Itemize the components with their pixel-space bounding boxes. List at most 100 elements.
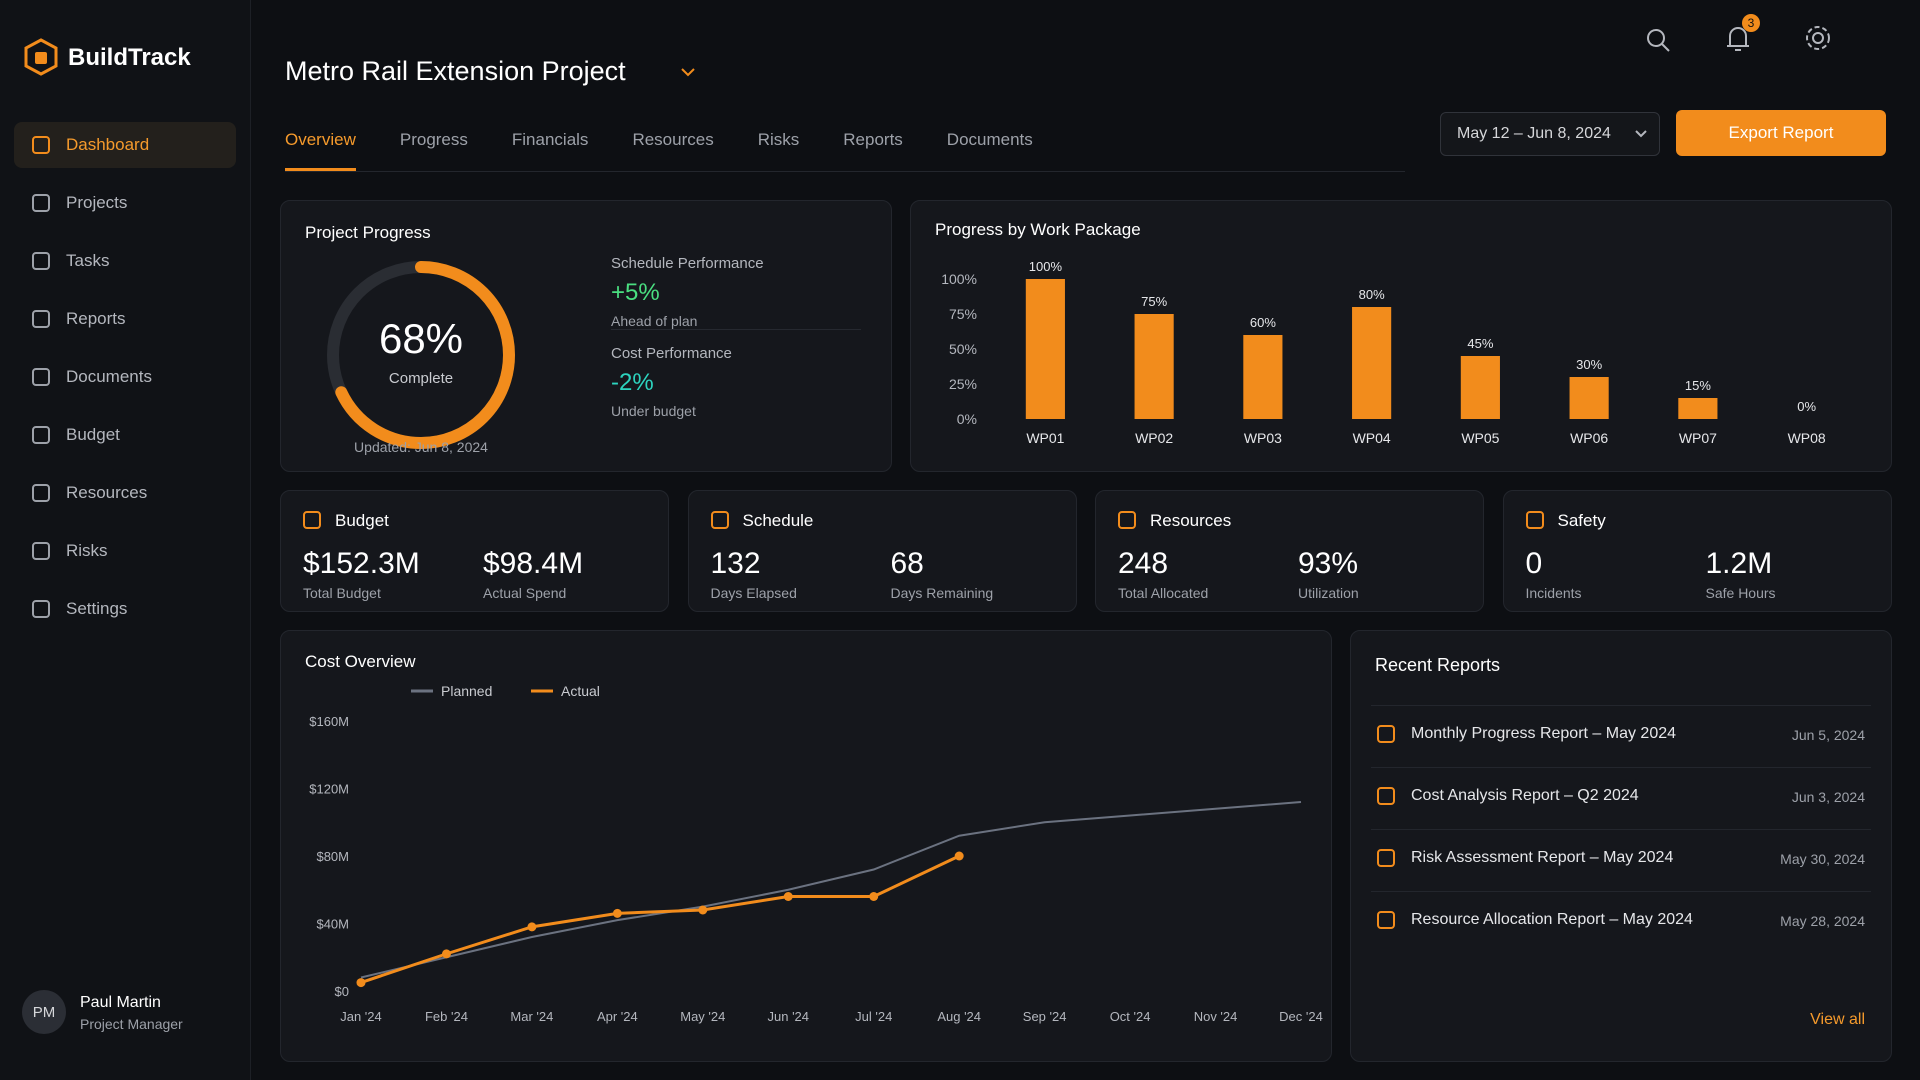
kpi-label: Actual Spend [483, 585, 567, 601]
project-title[interactable]: Metro Rail Extension Project [285, 56, 626, 86]
kpi-card: Schedule 132 Days Elapsed 68 Days Remaining [687, 490, 1077, 612]
project-progress-card: Project Progress 68% Complete Updated: Jun … [280, 200, 892, 472]
nav-item[interactable]: Settings [14, 586, 236, 632]
settings-icon[interactable] [1800, 20, 1836, 56]
report-row[interactable]: Resource Allocation Report – May 2024 May… [1371, 891, 1871, 950]
metric-value: -2% [611, 369, 654, 396]
nav-icon-shape [32, 252, 50, 270]
tab[interactable]: Financials [511, 130, 589, 149]
x-tick-label: WP06 [1570, 430, 1608, 446]
y-tick-label: $80M [316, 849, 349, 864]
kpi-icon [710, 511, 729, 529]
y-tick-label: $120M [309, 782, 349, 797]
kpi-card: Resources 248 Total Allocated 93% Utilizatio… [1095, 490, 1484, 612]
metric-label: Cost Performance [611, 345, 732, 362]
nav-item[interactable]: Risks [14, 528, 236, 574]
notification-icon[interactable] [1720, 20, 1756, 58]
card-title: Project Progress [305, 223, 431, 242]
report-icon [1377, 849, 1395, 867]
kpi-label: Safe Hours [1705, 585, 1776, 601]
nav-label: Resources [66, 483, 148, 502]
bar [1243, 335, 1283, 419]
nav-label: Projects [66, 193, 128, 212]
nav-icon [32, 252, 50, 270]
y-tick-label: $40M [316, 917, 349, 932]
report-name: Cost Analysis Report – Q2 2024 [1411, 787, 1639, 804]
report-icon-shape [1377, 725, 1395, 743]
kpi-title: Safety [1557, 511, 1606, 530]
kpi-icon [1118, 511, 1136, 529]
report-row[interactable]: Cost Analysis Report – Q2 2024 Jun 3, 202… [1371, 767, 1871, 826]
bar-value-label: 15% [1685, 378, 1711, 393]
nav-icon [32, 484, 50, 502]
kpi-label: Incidents [1525, 585, 1582, 601]
kpi-value: 0 [1525, 547, 1543, 580]
report-row[interactable]: Monthly Progress Report – May 2024 Jun 5,… [1371, 705, 1871, 764]
nav-icon-shape [32, 310, 50, 328]
tab[interactable]: Resources [632, 130, 714, 149]
project-caret [681, 68, 695, 77]
y-tick-label: 0% [957, 411, 977, 427]
kpi-label: Total Budget [303, 585, 381, 601]
tab[interactable]: Reports [843, 130, 903, 149]
nav-icon-shape [32, 426, 50, 444]
nav-icon-shape [32, 542, 50, 560]
y-tick-label: 25% [949, 376, 977, 392]
series-point [527, 922, 537, 932]
nav-item[interactable]: Resources [14, 470, 236, 516]
search-icon[interactable] [1640, 22, 1676, 58]
x-tick-label: May '24 [680, 1009, 725, 1024]
nav-label: Documents [66, 367, 152, 386]
tab[interactable]: Progress [399, 130, 468, 149]
bar [1569, 377, 1609, 419]
series-point [954, 851, 964, 861]
tab[interactable]: Overview [285, 116, 356, 171]
work-package-card: Progress by Work Package 0% 25% 50% 75% 100% 1… [910, 200, 1892, 472]
x-tick-label: WP07 [1679, 430, 1717, 446]
bar-value-label: 45% [1467, 336, 1493, 351]
nav-item[interactable]: Budget [14, 412, 236, 458]
date-range-picker[interactable]: May 12 – Jun 8, 2024 [1440, 112, 1660, 156]
x-tick-label: Jun '24 [768, 1009, 810, 1024]
tab[interactable]: Risks [757, 130, 800, 149]
tab-bar: Overview Progress Financials Resources Risks… [285, 116, 1405, 172]
nav-icon [32, 194, 50, 212]
kpi-icon-shape [1525, 511, 1544, 529]
nav-item[interactable]: Projects [14, 180, 236, 226]
nav-icon [32, 310, 50, 328]
nav-icon-shape [32, 484, 50, 502]
chart-title: Progress by Work Package [935, 220, 1141, 239]
kpi-icon-shape [1118, 511, 1136, 529]
x-tick-label: WP03 [1244, 430, 1282, 446]
recent-reports-card: Recent Reports Monthly Progress Report – … [1350, 630, 1892, 1062]
nav-icon [32, 542, 50, 560]
report-name: Resource Allocation Report – May 2024 [1411, 911, 1693, 928]
x-tick-label: Mar '24 [510, 1009, 553, 1024]
x-tick-label: WP05 [1461, 430, 1499, 446]
x-tick-label: Aug '24 [937, 1009, 981, 1024]
updated-text: Updated: Jun 8, 2024 [354, 439, 488, 455]
nav-item[interactable]: Reports [14, 296, 236, 342]
nav-item[interactable]: Tasks [14, 238, 236, 284]
metric-note: Under budget [611, 403, 696, 419]
legend-label: Planned [441, 683, 492, 699]
user-role: Project Manager [80, 1016, 183, 1032]
nav-icon-shape [32, 600, 50, 618]
bar-chart: Progress by Work Package 0% 25% 50% 75% 100% 1… [935, 220, 1826, 446]
user-avatar[interactable]: PM [22, 990, 66, 1034]
donut-value: 68% [379, 315, 463, 362]
nav-item[interactable]: Dashboard [14, 122, 236, 168]
report-name: Monthly Progress Report – May 2024 [1411, 725, 1677, 742]
report-row[interactable]: Risk Assessment Report – May 2024 May 30,… [1371, 829, 1871, 888]
y-tick-label: 100% [941, 271, 977, 287]
nav-item[interactable]: Documents [14, 354, 236, 400]
kpi-icon-shape [710, 511, 729, 529]
export-button[interactable]: Export Report [1676, 110, 1886, 156]
kpi-card: Safety 0 Incidents 1.2M Safe Hours [1502, 490, 1892, 612]
tab[interactable]: Documents [946, 130, 1033, 149]
x-tick-label: WP01 [1026, 430, 1064, 446]
kpi-value: 93% [1298, 547, 1359, 580]
x-tick-label: Jul '24 [855, 1009, 892, 1024]
series-point [869, 892, 879, 901]
view-all-link[interactable]: View all [1810, 1011, 1865, 1028]
